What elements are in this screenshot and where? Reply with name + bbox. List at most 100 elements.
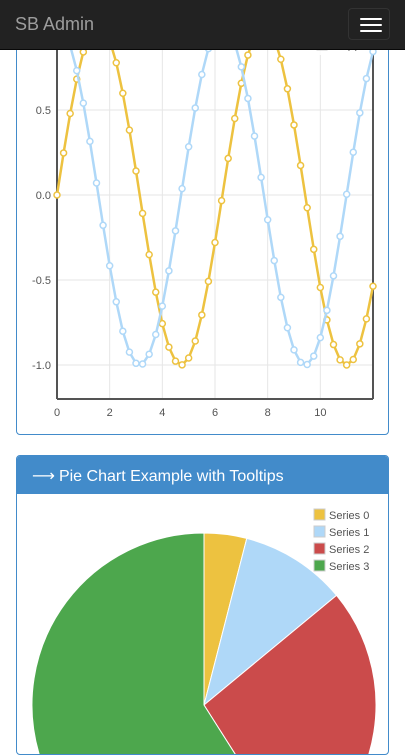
pie-chart-panel: ⟶ Pie Chart Example with Tooltips Series … [16,455,389,755]
data-point [362,315,371,323]
legend-label: Series 3 [329,561,369,573]
data-point [283,85,292,93]
y-tick-label: -1.0 [32,360,51,372]
data-point [329,272,338,280]
series-sin [53,21,377,369]
data-point [165,343,173,351]
legend-label: Series 2 [329,544,369,556]
menu-toggle-button[interactable] [348,8,390,40]
data-point [231,114,239,123]
data-point [112,298,120,306]
data-point [158,302,167,310]
long-arrow-right-icon: ⟶ [32,468,55,485]
data-point [145,350,153,358]
data-point [171,357,180,365]
data-point [349,355,357,364]
data-point [138,360,147,368]
data-point [329,340,338,349]
legend-label: Series 1 [329,527,369,539]
data-point [290,346,298,354]
data-point [303,360,311,369]
data-point [191,337,199,345]
legend-swatch [313,525,326,538]
y-tick-label: 0.5 [36,105,51,117]
data-point [277,55,285,64]
data-point [316,333,325,342]
data-point [270,256,278,265]
data-point [362,74,371,83]
data-point [257,173,265,182]
data-point [263,215,272,224]
x-tick-label: 10 [314,407,326,419]
navbar-brand[interactable]: SB Admin [15,14,95,34]
data-point [171,227,180,235]
line-chart-grid [56,0,373,399]
data-point [237,63,246,71]
data-point [349,148,357,156]
data-point [277,293,285,302]
data-point [184,143,193,151]
hamburger-icon-bar [360,30,382,32]
data-point [296,358,305,367]
data-point [66,109,74,118]
line-chart-panel: 02468101.00.50.0-0.5-1.0sin(x)cos(x) [16,0,389,435]
legend-swatch [313,508,326,521]
data-point [198,70,206,79]
legend-swatch [313,559,326,572]
data-point [125,126,134,134]
data-point [86,137,94,146]
legend-label: Series 0 [329,510,369,522]
data-point [224,154,232,163]
data-point [73,66,81,75]
data-point [125,348,134,356]
data-point [244,51,252,59]
line-chart: 02468101.00.50.0-0.5-1.0sin(x)cos(x) [32,0,377,419]
y-tick-label: -0.5 [32,275,51,287]
x-tick-label: 8 [265,407,271,419]
x-tick-label: 6 [212,407,218,419]
data-point [119,89,127,98]
data-point [105,261,114,270]
data-point [79,99,88,107]
pie-slice [203,537,338,707]
data-point [178,361,186,369]
data-point [217,196,226,205]
data-point [132,167,140,175]
data-point [369,282,377,290]
x-tick-label: 4 [159,407,165,419]
data-point [204,277,213,286]
pie-slices [31,532,377,754]
y-tick-label: 0.0 [36,190,51,202]
navbar: SB Admin [0,0,405,50]
data-point [336,232,344,241]
data-point [178,184,186,193]
data-point [342,190,351,198]
data-point [296,161,305,170]
data-point [336,356,344,364]
pie-chart: Series 0 Series 1 Series 2 Series 3 [31,508,377,754]
data-point [59,149,68,157]
data-point [191,104,199,112]
data-point [250,132,259,140]
pie-panel-heading: ⟶ Pie Chart Example with Tooltips [17,456,388,494]
data-point [99,221,107,230]
data-point [323,306,331,315]
data-point [152,330,160,339]
pie-panel-title: Pie Chart Example with Tooltips [58,468,284,485]
data-point [53,191,61,199]
data-point [112,58,120,67]
data-point [211,238,219,247]
data-point [356,340,364,348]
data-point [145,250,153,259]
data-point [244,94,252,103]
data-point [316,283,325,292]
data-point [283,323,292,332]
data-point [158,319,167,328]
data-point [356,109,364,117]
data-point [310,245,318,254]
pie-chart-legend: Series 0 Series 1 Series 2 Series 3 [313,508,369,573]
data-point [92,179,101,187]
data-point [198,311,206,319]
x-tick-label: 0 [54,407,60,419]
data-point [165,267,173,275]
